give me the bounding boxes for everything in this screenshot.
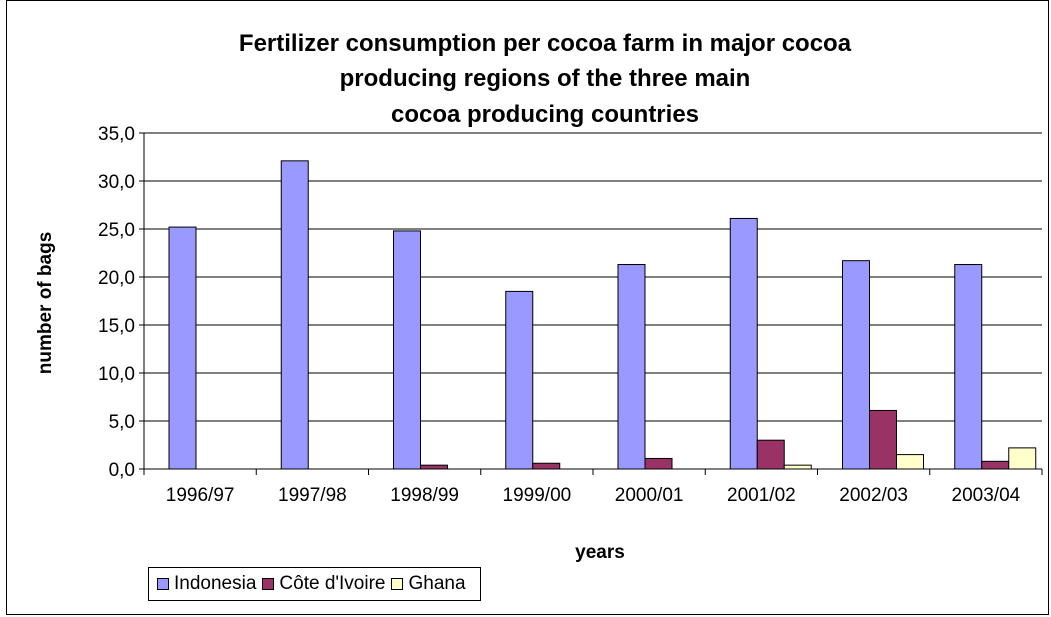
legend-label: Indonesia [174,573,257,594]
y-tick-label: 35,0 [98,124,135,145]
x-tick-label: 2000/01 [615,485,684,506]
bar-c-te-d-ivoire-7 [981,460,1010,470]
chart-title-line-1: Fertilizer consumption per cocoa farm in… [239,30,852,57]
x-tick-label: 1996/97 [166,485,235,506]
bar-c-te-d-ivoire-3 [532,462,561,470]
chart-title-line-2: producing regions of the three main [340,65,751,92]
chart-frame: Fertilizer consumption per cocoa farm in… [6,0,1049,615]
y-tick-label: 30,0 [98,172,135,193]
bar-indonesia-0 [168,226,197,470]
legend-label: Côte d'Ivoire [279,573,386,594]
x-tick-label: 2002/03 [839,485,908,506]
bar-indonesia-1 [280,160,309,470]
bar-c-te-d-ivoire-4 [644,457,673,470]
y-tick-label: 20,0 [98,268,135,289]
y-tick-label: 10,0 [98,364,135,385]
bar-indonesia-4 [617,264,646,470]
x-tick-label: 1998/99 [390,485,459,506]
bar-c-te-d-ivoire-6 [869,409,897,470]
legend: Indonesia Côte d'Ivoire Ghana [148,567,481,601]
chart-title-line-3: cocoa producing countries [391,101,699,128]
bar-indonesia-7 [954,264,983,470]
legend-swatch [391,578,404,590]
legend-item: Ghana [391,573,466,595]
bar-ghana-7 [1008,447,1037,470]
x-tick-label: 2001/02 [727,485,796,506]
legend-item: Côte d'Ivoire [262,573,385,595]
y-tick-label: 15,0 [98,316,135,337]
bar-indonesia-3 [505,290,534,470]
bar-c-te-d-ivoire-2 [420,464,448,470]
legend-label: Ghana [408,573,466,594]
bar-indonesia-5 [729,217,758,470]
bar-ghana-6 [896,454,924,470]
bar-indonesia-2 [393,230,421,470]
x-tick-label: 1999/00 [503,485,572,506]
legend-swatch [262,578,275,590]
x-axis-title: years [575,542,625,563]
y-axis-title: number of bags [35,232,56,375]
legend-swatch [157,578,169,590]
x-tick-label: 2003/04 [952,485,1021,506]
chart-title: Fertilizer consumption per cocoa farm in… [239,30,852,128]
bar-ghana-5 [783,464,812,470]
bar-c-te-d-ivoire-5 [756,439,785,470]
plot-area: 0,0 5,0 10,0 15,0 20,0 25,0 30,0 35,0 1996/97 199… [98,124,1043,506]
y-tick-label: 5,0 [109,412,135,433]
y-tick-label: 0,0 [109,460,135,481]
bar-indonesia-6 [842,260,870,470]
y-tick-label: 25,0 [98,220,135,241]
chart-canvas: Fertilizer consumption per cocoa farm in… [35,30,1043,563]
legend-item: Indonesia [157,573,256,595]
x-tick-label: 1997/98 [278,485,347,506]
